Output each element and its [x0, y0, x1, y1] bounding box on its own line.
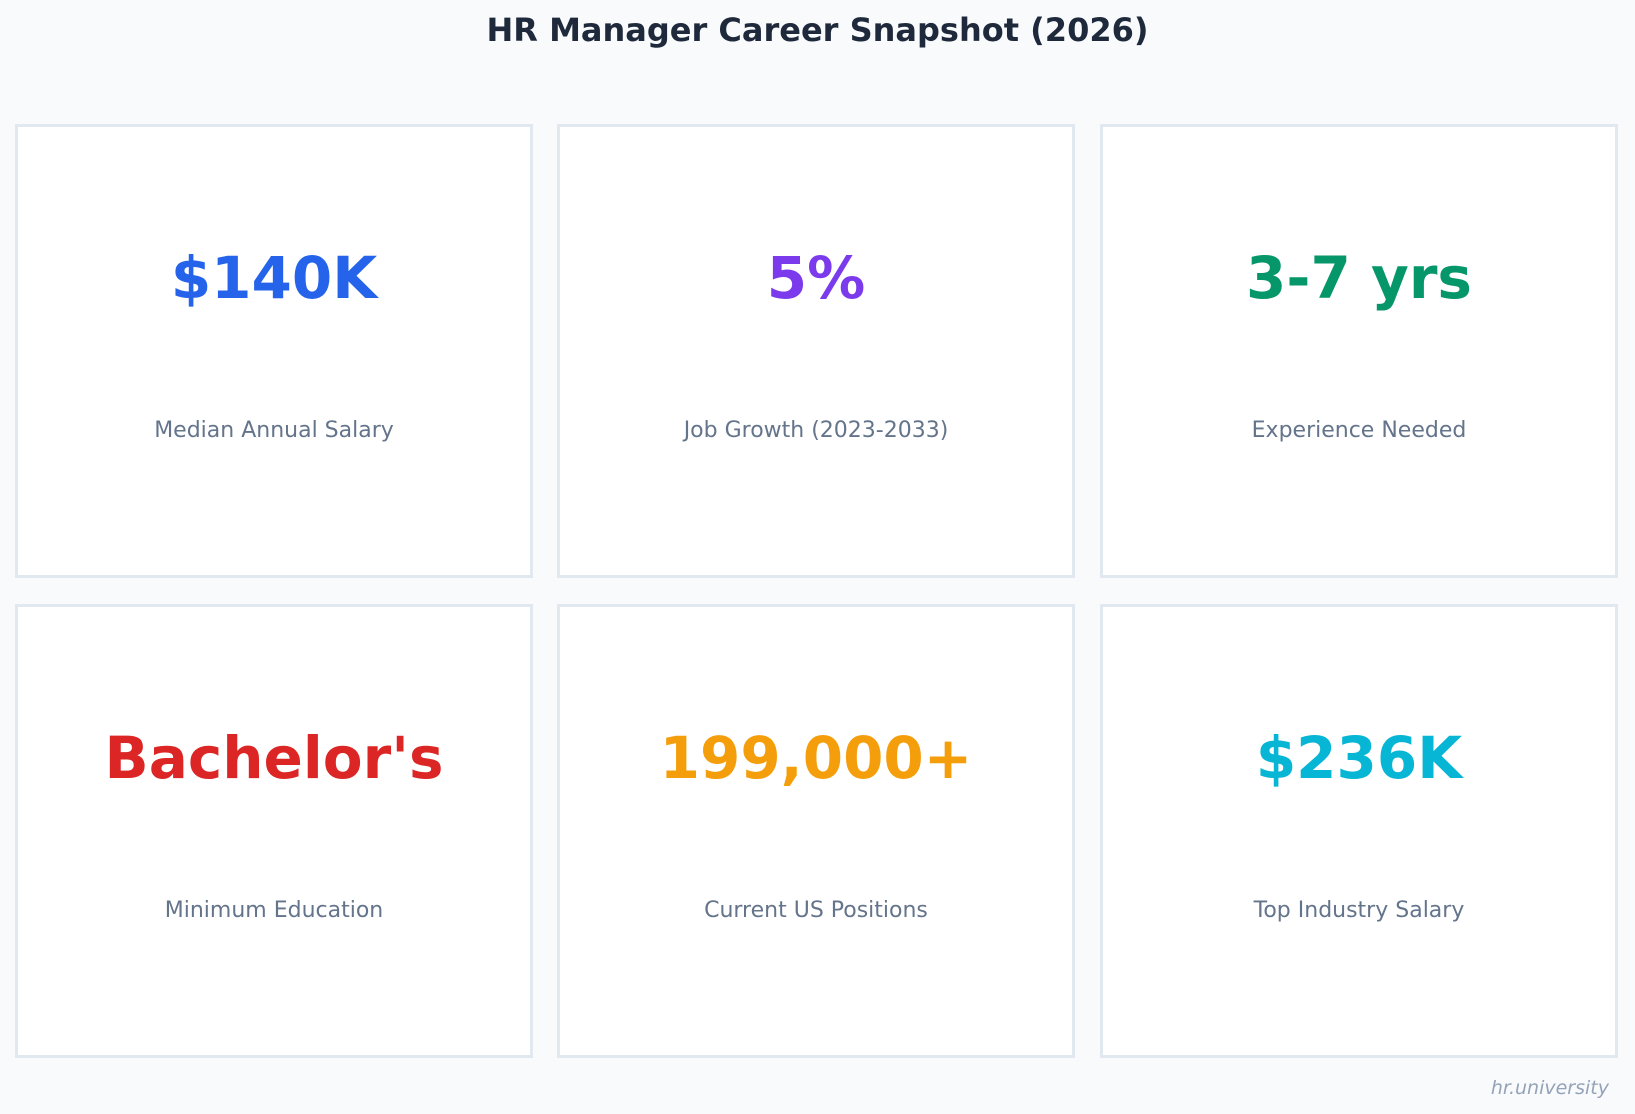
watermark: hr.university: [1490, 1077, 1609, 1099]
stat-card-job-growth: 5% Job Growth (2023-2033): [557, 124, 1075, 578]
stat-label: Top Industry Salary: [1253, 898, 1465, 923]
stat-value: Bachelor's: [104, 724, 444, 792]
stat-card-positions: 199,000+ Current US Positions: [557, 604, 1075, 1058]
stat-label: Job Growth (2023-2033): [683, 418, 949, 443]
stat-label: Median Annual Salary: [154, 418, 394, 443]
stat-label: Experience Needed: [1251, 418, 1467, 443]
stat-card-experience: 3-7 yrs Experience Needed: [1100, 124, 1618, 578]
stat-value: 5%: [766, 244, 866, 312]
stat-value: $236K: [1255, 724, 1463, 792]
stat-card-top-salary: $236K Top Industry Salary: [1100, 604, 1618, 1058]
stat-card-median-salary: $140K Median Annual Salary: [15, 124, 533, 578]
stat-value: 3-7 yrs: [1246, 244, 1472, 312]
stat-value: $140K: [170, 244, 378, 312]
stat-label: Minimum Education: [164, 898, 384, 923]
stat-value: 199,000+: [659, 724, 973, 792]
stat-label: Current US Positions: [704, 898, 928, 923]
page-title: HR Manager Career Snapshot (2026): [486, 11, 1149, 49]
stat-card-education: Bachelor's Minimum Education: [15, 604, 533, 1058]
